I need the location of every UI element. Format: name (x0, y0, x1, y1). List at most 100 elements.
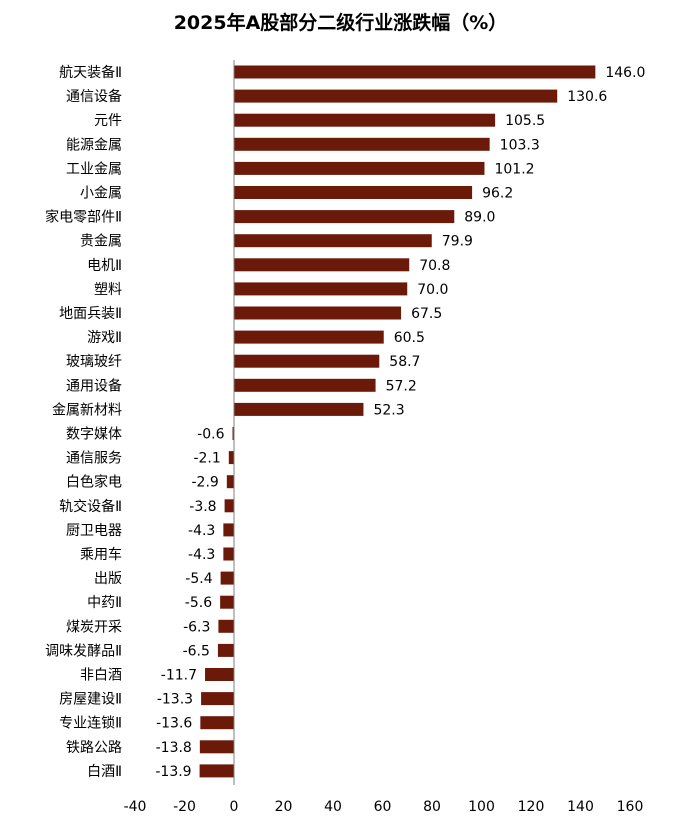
category-label: 白色家电 (66, 474, 122, 491)
bar-30 (199, 764, 234, 778)
x-tick-label: 40 (324, 799, 342, 815)
value-label: 130.6 (567, 89, 607, 105)
value-label: 57.2 (386, 378, 417, 394)
category-label: 通用设备 (66, 377, 122, 394)
x-tick-label: 20 (275, 799, 293, 815)
bar-29 (199, 740, 234, 754)
category-label: 调味发酵品Ⅱ (45, 643, 122, 659)
bar-7 (234, 210, 455, 224)
value-label: -11.7 (161, 668, 197, 684)
bar-26 (205, 668, 234, 681)
category-label: 塑料 (94, 282, 122, 298)
category-label: 航天装备Ⅱ (59, 64, 122, 81)
value-label: -4.3 (188, 547, 215, 563)
x-tick-label: 120 (518, 799, 545, 815)
x-tick-label: -20 (173, 799, 196, 815)
value-label: 96.2 (482, 186, 513, 202)
category-label: 能源金属 (66, 137, 122, 153)
bar-8 (234, 234, 432, 248)
category-label: 厨卫电器 (66, 523, 122, 539)
category-label: 元件 (94, 113, 122, 129)
category-label: 乘用车 (80, 546, 122, 563)
bar-25 (217, 643, 234, 657)
bar-2 (234, 89, 558, 103)
value-label: 67.5 (411, 306, 442, 322)
value-label: -13.9 (155, 764, 191, 780)
category-label: 中药Ⅱ (87, 595, 122, 611)
category-label: 游戏Ⅱ (87, 330, 122, 346)
value-label: -6.3 (183, 619, 210, 635)
bar-9 (234, 258, 410, 272)
value-label: 58.7 (389, 354, 420, 370)
value-label: -4.3 (188, 523, 215, 539)
bar-17 (228, 451, 234, 465)
x-tick-label: -40 (124, 799, 147, 815)
category-label: 贵金属 (80, 234, 122, 250)
bar-23 (220, 595, 234, 609)
value-label: -13.3 (157, 692, 193, 708)
category-label: 煤炭开采 (66, 619, 122, 635)
bar-3 (234, 113, 496, 127)
bar-24 (218, 619, 234, 633)
category-label: 数字媒体 (66, 427, 122, 443)
value-label: -5.4 (185, 571, 212, 587)
value-label: 60.5 (394, 330, 425, 346)
category-label: 白酒Ⅱ (87, 764, 122, 780)
bar-14 (234, 378, 376, 392)
bar-28 (200, 716, 234, 730)
value-label: 79.9 (442, 234, 473, 250)
bar-15 (234, 402, 364, 416)
x-tick-label: 140 (567, 799, 594, 815)
bar-16 (232, 427, 234, 440)
category-label: 家电零部件Ⅱ (45, 209, 122, 226)
category-label: 通信服务 (66, 451, 122, 467)
bar-18 (226, 475, 234, 489)
category-label: 出版 (94, 571, 122, 587)
category-label: 通信设备 (66, 88, 122, 105)
category-label: 房屋建设Ⅱ (59, 692, 122, 708)
bar-6 (234, 186, 473, 199)
value-label: 70.0 (417, 282, 448, 298)
value-label: -13.8 (156, 740, 192, 756)
value-label: 105.5 (505, 113, 545, 129)
value-label: 101.2 (494, 161, 534, 177)
x-tick-label: 160 (617, 799, 644, 815)
bar-27 (201, 692, 234, 706)
category-label: 金属新材料 (52, 402, 122, 418)
bar-1 (234, 65, 596, 79)
bar-21 (223, 547, 234, 561)
category-label: 地面兵装Ⅱ (59, 306, 122, 322)
value-label: 103.3 (500, 137, 540, 153)
value-label: -0.6 (197, 427, 224, 443)
value-label: 89.0 (464, 210, 495, 226)
category-label: 电机Ⅱ (87, 258, 122, 274)
value-label: -2.1 (193, 451, 220, 467)
value-label: -5.6 (185, 595, 212, 611)
bar-13 (234, 354, 380, 368)
category-label: 专业连锁Ⅱ (59, 716, 122, 732)
category-label: 轨交设备Ⅱ (59, 498, 122, 515)
bar-4 (234, 137, 490, 151)
category-label: 铁路公路 (66, 740, 122, 756)
chart-title: 2025年A股部分二级行业涨跌幅（%） (173, 12, 508, 34)
bar-22 (220, 571, 234, 585)
x-tick-label: 80 (423, 799, 441, 815)
bar-19 (224, 499, 234, 513)
x-tick-label: 0 (230, 799, 239, 815)
bar-20 (223, 523, 234, 537)
value-label: 146.0 (605, 65, 645, 81)
x-tick-label: 60 (374, 799, 392, 815)
bar-10 (234, 282, 408, 296)
bar-5 (234, 161, 485, 175)
bar-11 (234, 306, 402, 320)
category-label: 小金属 (80, 186, 122, 202)
value-label: -6.5 (183, 643, 210, 659)
value-label: -13.6 (156, 716, 192, 732)
bar-12 (234, 330, 384, 344)
value-label: -2.9 (191, 475, 218, 491)
category-label: 玻璃玻纤 (66, 353, 122, 370)
value-label: -3.8 (189, 499, 216, 515)
value-label: 70.8 (419, 258, 450, 274)
category-label: 工业金属 (66, 161, 122, 177)
